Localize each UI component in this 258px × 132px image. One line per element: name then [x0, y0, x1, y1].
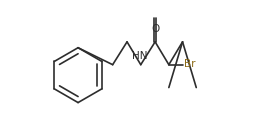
Text: HN: HN — [132, 51, 148, 61]
Text: Br: Br — [184, 59, 195, 69]
Text: O: O — [151, 24, 159, 34]
